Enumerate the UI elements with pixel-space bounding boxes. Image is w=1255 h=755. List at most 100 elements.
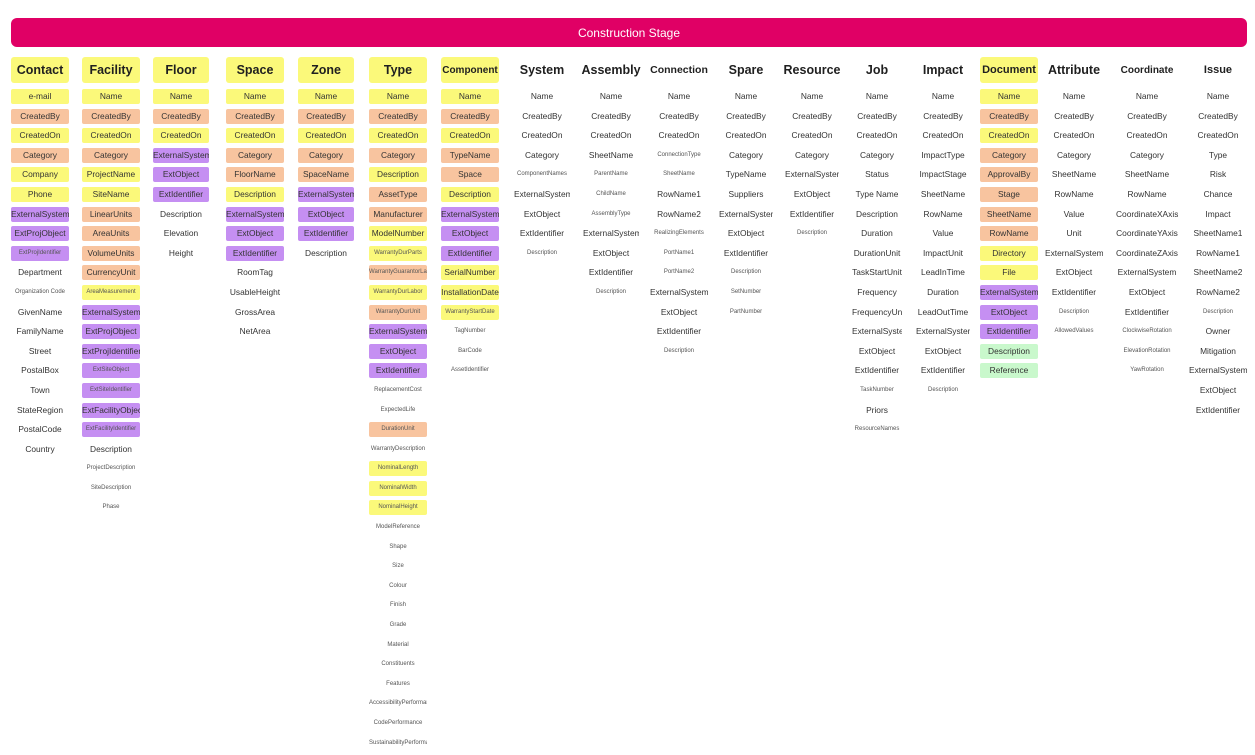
field-item: ExtSiteIdentifier [82, 382, 140, 398]
field-item: ExtObject [924, 345, 962, 356]
field-item: PartNumber [729, 308, 763, 315]
field-item: DurationUnit [369, 422, 427, 438]
field-item: AreaUnits [82, 226, 140, 242]
field-item: Category [11, 147, 69, 163]
field-item: Owner [1205, 326, 1231, 337]
field-item: ExternalSystem [298, 186, 354, 202]
field-item: SheetName1 [1193, 228, 1243, 239]
field-item: CreatedOn [922, 130, 964, 141]
field-item: Description [90, 443, 132, 454]
field-item: Description [927, 386, 958, 393]
field-item: Description [305, 247, 347, 258]
field-item: ModelNumber [369, 226, 427, 242]
field-item: Impact [1205, 208, 1231, 219]
field-item: FamilyName [16, 326, 64, 337]
field-item: PortName2 [663, 269, 695, 276]
column-header-resource: Resource [783, 63, 841, 77]
field-item: CreatedOn [791, 130, 833, 141]
field-item: ExtIdentifier [1051, 286, 1097, 297]
field-item: SpaceName [298, 167, 354, 183]
field-item: Description [980, 343, 1038, 359]
field-item: CreatedOn [980, 128, 1038, 144]
field-item: Name [1135, 91, 1159, 101]
field-item: Department [18, 267, 62, 278]
field-item: AreaMeasurement [82, 284, 140, 300]
field-item: ChildName [596, 190, 626, 197]
field-item: CreatedOn [153, 128, 209, 144]
field-item: SiteName [82, 186, 140, 202]
field-item: ExtObject [523, 208, 561, 219]
field-item: CreatedBy [1127, 110, 1167, 121]
field-item: CreatedBy [1198, 110, 1238, 121]
field-item: ComponentNames [516, 171, 568, 178]
field-item: Mitigation [1200, 345, 1236, 356]
field-item: ExtSiteObject [82, 363, 140, 379]
field-item: CreatedBy [923, 110, 963, 121]
field-item: CreatedOn [226, 128, 284, 144]
field-item: StateRegion [16, 404, 64, 415]
field-item: ExtIdentifier [298, 226, 354, 242]
field-item: Category [980, 147, 1038, 163]
field-item: UsableHeight [229, 286, 281, 297]
field-item: CreatedOn [521, 130, 563, 141]
field-item: Name [800, 91, 824, 101]
field-item: ExternalSystem [785, 169, 839, 180]
field-item: ExtObject [592, 247, 630, 258]
field-item: CurrencyUnit [82, 265, 140, 281]
field-item: NominalLength [369, 461, 427, 477]
field-item: ExternalSystem [719, 208, 773, 219]
field-item: CreatedOn [658, 130, 700, 141]
field-item: CreatedBy [82, 108, 140, 124]
field-item: ExtIdentifier [153, 186, 209, 202]
field-item: Category [795, 149, 829, 160]
column-coordinate: Coordinate Name CreatedBy CreatedOn Category… [1116, 57, 1178, 383]
field-item: ClockwiseRotation [1122, 328, 1172, 335]
field-item: ExtIdentifier [656, 326, 702, 337]
field-item: RowName [1054, 188, 1094, 199]
field-item: Height [168, 247, 194, 258]
field-item: ExtIdentifier [588, 267, 634, 278]
column-header-connection: Connection [650, 64, 708, 76]
field-item: GrossArea [234, 306, 276, 317]
column-header-facility: Facility [82, 57, 140, 83]
field-item: ExternalSystem [583, 228, 639, 239]
field-item: e-mail [11, 89, 69, 104]
field-item: CreatedBy [369, 108, 427, 124]
column-header-issue: Issue [1203, 64, 1233, 76]
field-item: ProjectDescription [86, 465, 136, 472]
field-item: ExtObject [660, 306, 698, 317]
field-item: SetNumber [730, 288, 762, 295]
field-item: RowName2 [1196, 286, 1240, 297]
column-header-component: Component [441, 57, 499, 83]
field-item: Description [441, 186, 499, 202]
field-item: Unit [1066, 228, 1082, 239]
field-item: Elevation [163, 228, 199, 239]
column-component: Component Name CreatedBy CreatedOn TypeName S… [441, 57, 499, 383]
field-item: DurationUnit [853, 247, 901, 258]
field-item: ExternalSystem [852, 326, 902, 337]
field-item: FloorName [226, 167, 284, 183]
field-item: CreatedOn [1053, 130, 1095, 141]
field-item: RealizingElements [654, 230, 704, 237]
column-facility: Facility Name CreatedBy CreatedOn Category Pr… [82, 57, 140, 520]
field-item: Duration [861, 228, 893, 239]
field-item: Reference [980, 363, 1038, 379]
field-item: SheetName [588, 149, 634, 160]
field-item: Suppliers [728, 188, 764, 199]
field-item: CreatedBy [591, 110, 631, 121]
field-item: Name [1062, 91, 1086, 101]
field-item: Manufacturer [369, 206, 427, 222]
field-item: Colour [389, 582, 407, 589]
column-job: Job Name CreatedBy CreatedOn Category Status T… [852, 57, 902, 442]
field-item: CreatedOn [369, 128, 427, 144]
field-item: Name [298, 89, 354, 104]
field-item: Category [298, 147, 354, 163]
field-item: SustainabilityPerformance [369, 739, 427, 746]
field-item: SheetName2 [1193, 267, 1243, 278]
field-item: Description [663, 347, 694, 354]
field-item: ExtObject [1199, 384, 1237, 395]
field-item: WarrantyDurLabor [369, 284, 427, 300]
field-item: Category [1057, 149, 1091, 160]
field-item: CreatedOn [725, 130, 767, 141]
field-item: CreatedBy [11, 108, 69, 124]
